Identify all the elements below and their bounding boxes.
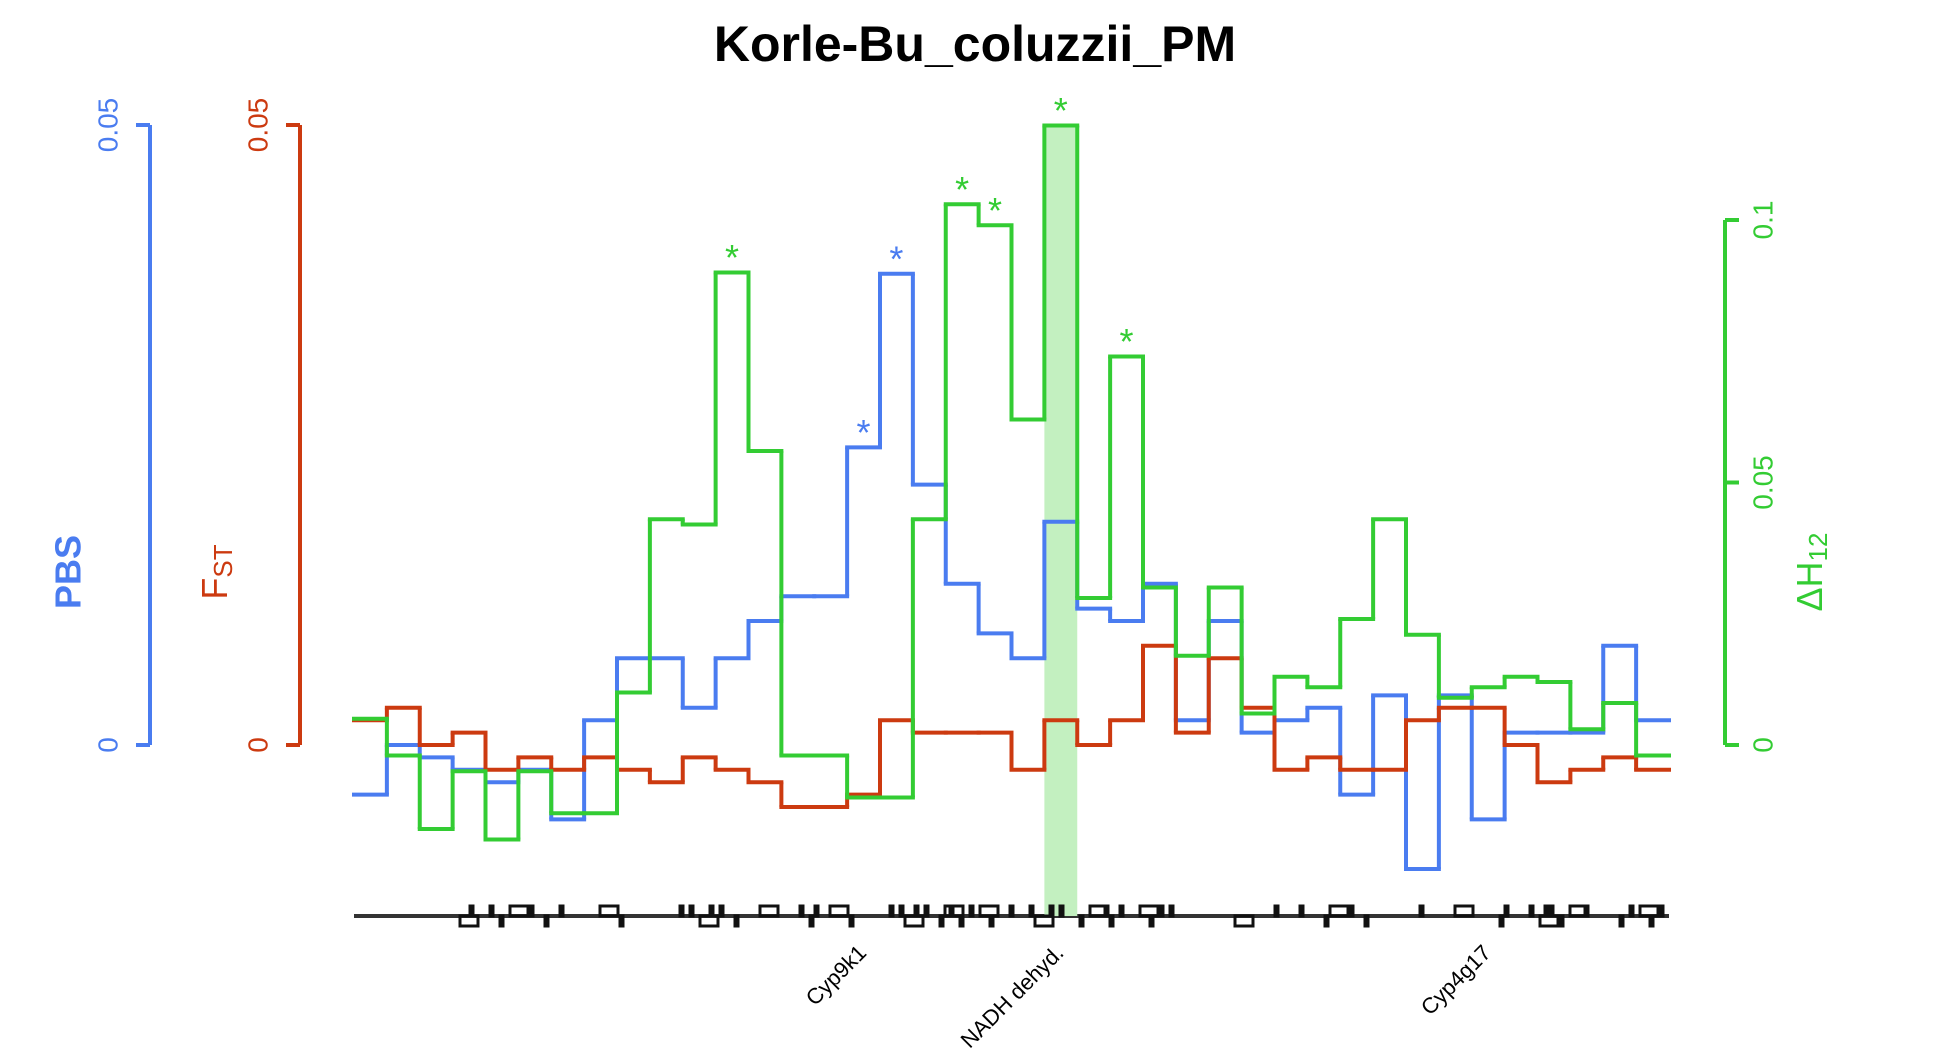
gene-mark [598, 904, 620, 918]
gene-mark [1503, 904, 1510, 918]
gene-mark [948, 904, 955, 918]
gene-mark [923, 904, 930, 918]
gene-mark [828, 904, 850, 918]
chart-title: Korle-Bu_coluzzii_PM [714, 16, 1236, 72]
gene-mark [678, 904, 685, 918]
gene-mark [1078, 914, 1085, 928]
gene-mark [508, 904, 530, 918]
y2-axis-label: FST [194, 544, 238, 599]
gene-mark [1328, 904, 1350, 918]
gene-mark [1168, 904, 1175, 918]
gene-mark [498, 914, 505, 928]
gene-mark [488, 904, 495, 918]
gene-mark [1323, 914, 1330, 928]
gene-mark [938, 914, 945, 928]
gene-mark [1033, 914, 1055, 928]
y-tick-label: 0 [1747, 737, 1778, 753]
x-tick-label: Cyp9k1 [801, 940, 871, 1010]
label-main: F [194, 578, 235, 600]
gene-mark [1298, 904, 1305, 918]
y-tick-label: 0 [242, 737, 273, 753]
gene-mark [1103, 904, 1110, 918]
gene-mark [968, 904, 975, 918]
label-main: ΔH [1789, 561, 1830, 611]
gene-mark [733, 914, 740, 928]
significance-star: * [988, 190, 1002, 231]
gene-mark [618, 914, 625, 928]
gene-mark [1453, 904, 1475, 918]
significance-star: * [955, 169, 969, 210]
gene-mark [1418, 904, 1425, 918]
gene-mark [913, 904, 920, 918]
gene-mark [1363, 914, 1370, 928]
y3-axis-label: ΔH12 [1789, 533, 1833, 612]
gene-mark [708, 904, 715, 918]
gene-mark [1348, 904, 1355, 918]
y-tick-label: 0.05 [242, 98, 273, 153]
gene-mark [848, 914, 855, 928]
gene-mark [1028, 904, 1035, 918]
gene-mark [1583, 904, 1590, 918]
significance-star: * [725, 237, 739, 278]
x-tick-label: NADH dehyd. [956, 940, 1069, 1050]
gene-mark [1498, 914, 1505, 928]
gene-mark [1648, 914, 1655, 928]
gene-mark [1618, 914, 1625, 928]
x-tick-label: Cyp4g17 [1416, 940, 1496, 1020]
y-tick-label: 0 [92, 737, 123, 753]
gene-mark [898, 904, 905, 918]
gene-mark [958, 914, 965, 928]
gene-mark [1528, 904, 1535, 918]
gene-mark [1008, 904, 1015, 918]
gene-mark [1233, 914, 1255, 928]
gene-mark [1658, 904, 1665, 918]
gene-mark [758, 904, 780, 918]
gene-mark [1548, 904, 1555, 918]
gene-mark [813, 904, 820, 918]
significance-star: * [1054, 90, 1068, 131]
label-sub: ST [208, 544, 238, 577]
significance-star: * [857, 412, 871, 453]
gene-mark [988, 914, 995, 928]
y-tick-label: 0.05 [92, 98, 123, 153]
gene-mark [1148, 914, 1155, 928]
gene-mark [688, 904, 695, 918]
gene-mark [528, 904, 535, 918]
gene-mark [888, 904, 895, 918]
gene-mark [808, 914, 815, 928]
gene-mark [1628, 904, 1635, 918]
gene-mark [1048, 904, 1055, 918]
gene-mark [543, 914, 550, 928]
gene-mark [1058, 904, 1065, 918]
significance-star: * [889, 238, 903, 279]
gene-mark [1273, 904, 1280, 918]
significance-star: * [1120, 321, 1134, 362]
gene-mark [468, 904, 475, 918]
gene-mark [1118, 904, 1125, 918]
gene-mark [1558, 914, 1565, 928]
gene-mark [558, 904, 565, 918]
y-tick-label: 0.1 [1747, 201, 1778, 240]
gene-mark [1543, 904, 1550, 918]
gene-mark [798, 904, 805, 918]
y-axis-label: PBS [48, 535, 89, 609]
gene-mark [1108, 914, 1115, 928]
gene-mark [1158, 904, 1165, 918]
label-sub: 12 [1803, 533, 1833, 562]
y-tick-label: 0.05 [1747, 455, 1778, 510]
gene-mark [718, 904, 725, 918]
